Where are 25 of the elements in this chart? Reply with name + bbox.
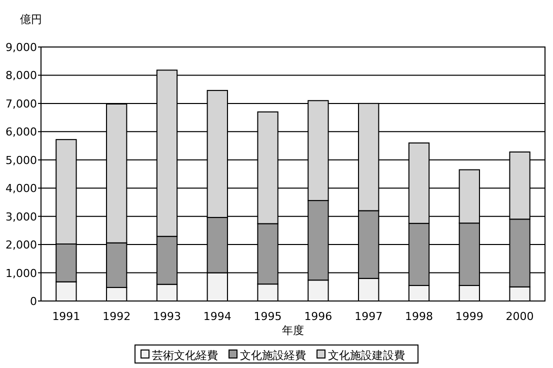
x-tick-label: 1991 bbox=[52, 310, 80, 323]
x-tick-label: 1993 bbox=[153, 310, 181, 323]
y-tick-label: 3,000 bbox=[6, 210, 37, 224]
y-tick-label: 7,000 bbox=[6, 97, 37, 110]
y-tick-label: 9,000 bbox=[6, 41, 37, 54]
legend-label: 文化施設建設費 bbox=[328, 349, 405, 362]
y-tick-label: 0 bbox=[30, 295, 37, 308]
y-tick-label: 5,000 bbox=[6, 154, 37, 167]
x-axis-title: 年度 bbox=[282, 324, 304, 337]
legend-label: 文化施設経費 bbox=[240, 349, 306, 362]
y-axis-title: 億円 bbox=[20, 13, 42, 26]
x-tick-label: 1997 bbox=[354, 310, 383, 323]
x-tick-label: 1992 bbox=[102, 310, 131, 323]
x-tick-label: 1998 bbox=[405, 310, 433, 323]
x-tick-label: 1996 bbox=[304, 310, 332, 323]
x-tick-label: 1995 bbox=[254, 310, 282, 323]
x-tick-label: 2000 bbox=[506, 310, 534, 323]
legend-label: 芸術文化経費 bbox=[152, 349, 218, 362]
y-tick-label: 4,000 bbox=[6, 182, 37, 196]
y-tick-label: 2,000 bbox=[6, 238, 37, 252]
x-tick-label: 1994 bbox=[203, 310, 232, 323]
y-tick-label: 8,000 bbox=[6, 69, 37, 82]
y-tick-label: 1,000 bbox=[6, 266, 37, 280]
x-tick-label: 1999 bbox=[455, 310, 484, 323]
y-tick-label: 6,000 bbox=[6, 126, 37, 139]
